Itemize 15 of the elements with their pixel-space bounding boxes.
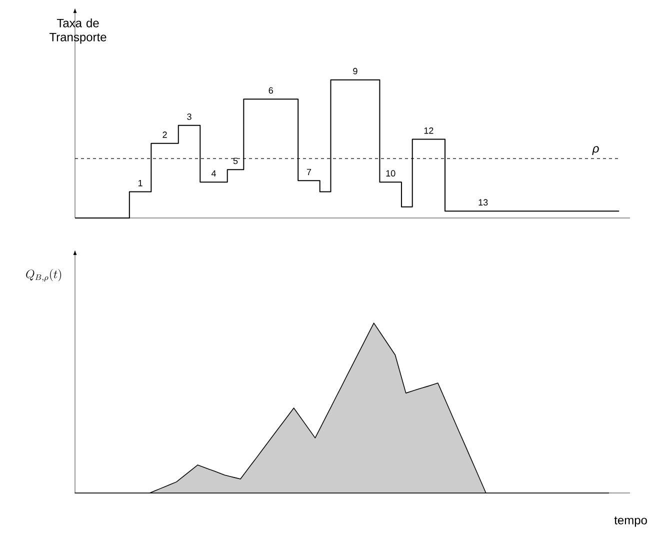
annotation: 5	[233, 158, 238, 164]
annotation: 2	[162, 132, 167, 138]
annotation: 7	[306, 168, 312, 176]
y-axis-title: Taxa de Transporte	[49, 18, 106, 44]
annotation: 13	[478, 199, 488, 206]
text: 9	[353, 68, 358, 74]
annotation: 12	[424, 127, 434, 134]
annotation: 3	[187, 114, 192, 120]
x-axis-title: tempo	[614, 516, 647, 527]
y-axis-title: $Q_{B,\rho}(t)$	[26, 269, 62, 282]
annotation: 6	[268, 87, 273, 94]
ref-line-label: ρ	[592, 146, 599, 156]
annotation: 4	[211, 170, 216, 177]
annotation: 10	[386, 170, 396, 177]
annotation: 1	[138, 180, 142, 186]
